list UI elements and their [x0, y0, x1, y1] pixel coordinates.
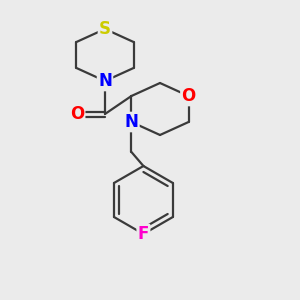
Text: O: O — [70, 105, 84, 123]
Text: N: N — [124, 113, 138, 131]
Text: N: N — [98, 72, 112, 90]
Text: O: O — [182, 87, 196, 105]
Text: F: F — [138, 225, 149, 243]
Text: S: S — [99, 20, 111, 38]
